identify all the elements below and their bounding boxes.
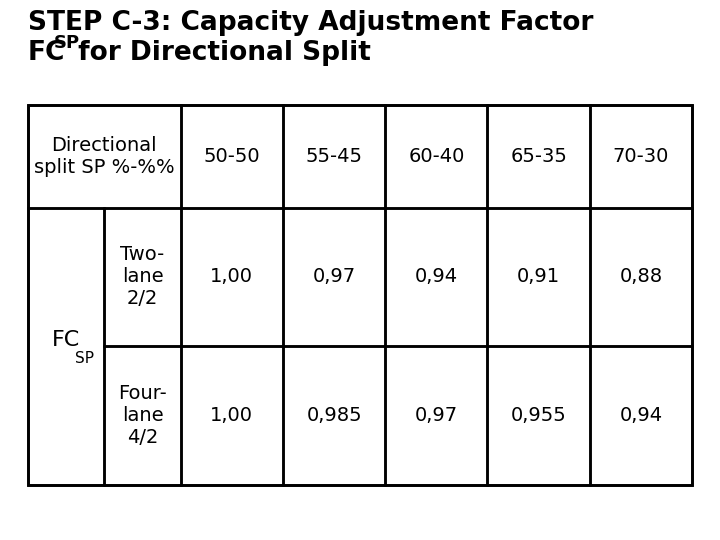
Bar — [181, 207, 283, 346]
Bar — [28, 207, 104, 485]
Text: for Directional Split: for Directional Split — [69, 40, 371, 66]
Bar — [104, 207, 181, 346]
Text: 0,985: 0,985 — [306, 406, 362, 425]
Bar — [590, 207, 692, 346]
Text: 50-50: 50-50 — [204, 147, 260, 166]
Text: 0,97: 0,97 — [415, 406, 458, 425]
Bar — [28, 105, 181, 207]
Bar — [385, 346, 487, 485]
Text: STEP C-3: Capacity Adjustment Factor: STEP C-3: Capacity Adjustment Factor — [28, 10, 593, 36]
Text: Two-
lane
2/2: Two- lane 2/2 — [120, 246, 165, 308]
Text: 60-40: 60-40 — [408, 147, 464, 166]
Text: 0,97: 0,97 — [312, 267, 356, 286]
Text: SP: SP — [54, 34, 80, 52]
Text: 0,94: 0,94 — [619, 406, 662, 425]
Bar — [283, 207, 385, 346]
Bar — [385, 207, 487, 346]
Text: 0,91: 0,91 — [517, 267, 560, 286]
Text: Directional
split SP %-%%: Directional split SP %-%% — [34, 136, 175, 177]
Text: FC: FC — [28, 40, 66, 66]
Text: 1,00: 1,00 — [210, 406, 253, 425]
Text: 0,88: 0,88 — [619, 267, 662, 286]
Bar — [590, 346, 692, 485]
Text: SP: SP — [75, 352, 94, 366]
Bar — [283, 105, 385, 207]
Bar — [590, 105, 692, 207]
Bar — [487, 346, 590, 485]
Text: 55-45: 55-45 — [305, 147, 363, 166]
Text: 0,955: 0,955 — [510, 406, 567, 425]
Text: 70-30: 70-30 — [613, 147, 669, 166]
Bar — [283, 346, 385, 485]
Bar — [104, 346, 181, 485]
Text: 1,00: 1,00 — [210, 267, 253, 286]
Bar — [385, 105, 487, 207]
Text: 0,94: 0,94 — [415, 267, 458, 286]
Text: 65-35: 65-35 — [510, 147, 567, 166]
Text: Four-
lane
4/2: Four- lane 4/2 — [118, 384, 167, 447]
Bar — [181, 105, 283, 207]
Bar — [28, 105, 692, 485]
Bar — [181, 346, 283, 485]
Text: FC: FC — [52, 330, 81, 350]
Bar — [487, 105, 590, 207]
Bar — [487, 207, 590, 346]
